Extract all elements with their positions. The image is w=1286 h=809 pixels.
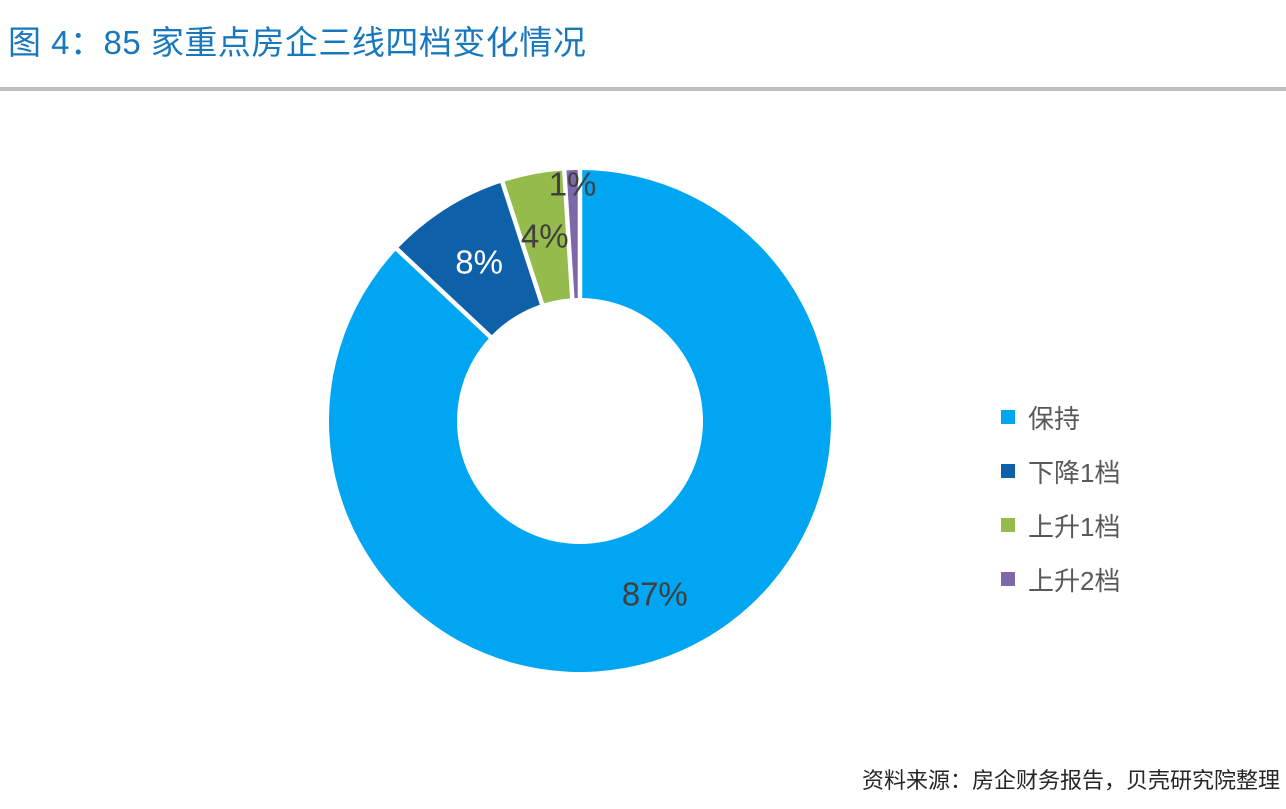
- slice-separator: [394, 246, 497, 343]
- legend-label: 下降1档: [1028, 457, 1121, 488]
- title-divider: [0, 87, 1286, 91]
- source-note: 资料来源：房企财务报告，贝壳研究院整理: [861, 768, 1280, 793]
- donut-chart: 87% 8% 4% 1%: [328, 165, 832, 672]
- data-label-2: 4%: [521, 218, 569, 255]
- data-label-1: 8%: [455, 244, 503, 281]
- chart-legend: 保持下降1档上升1档上升2档: [1001, 402, 1120, 596]
- legend-item-3: 上升2档: [1001, 564, 1120, 596]
- legend-label: 保持: [1028, 403, 1081, 434]
- legend-item-1: 下降1档: [1001, 456, 1120, 488]
- legend-swatch-icon: [1001, 410, 1015, 424]
- legend-swatch-icon: [1001, 572, 1015, 586]
- figure-title: 图 4：85 家重点房企三线四档变化情况: [8, 24, 587, 61]
- legend-label: 上升2档: [1028, 565, 1121, 596]
- legend-swatch-icon: [1001, 464, 1015, 478]
- legend-swatch-icon: [1001, 518, 1015, 532]
- legend-item-2: 上升1档: [1001, 510, 1120, 542]
- data-label-3: 1%: [549, 165, 597, 202]
- slice-separator: [499, 179, 546, 311]
- legend-label: 上升1档: [1028, 511, 1121, 542]
- legend-item-0: 保持: [1001, 402, 1120, 434]
- data-label-0: 87%: [622, 575, 688, 612]
- slice-separator: [561, 168, 575, 305]
- donut-hole: [457, 298, 703, 544]
